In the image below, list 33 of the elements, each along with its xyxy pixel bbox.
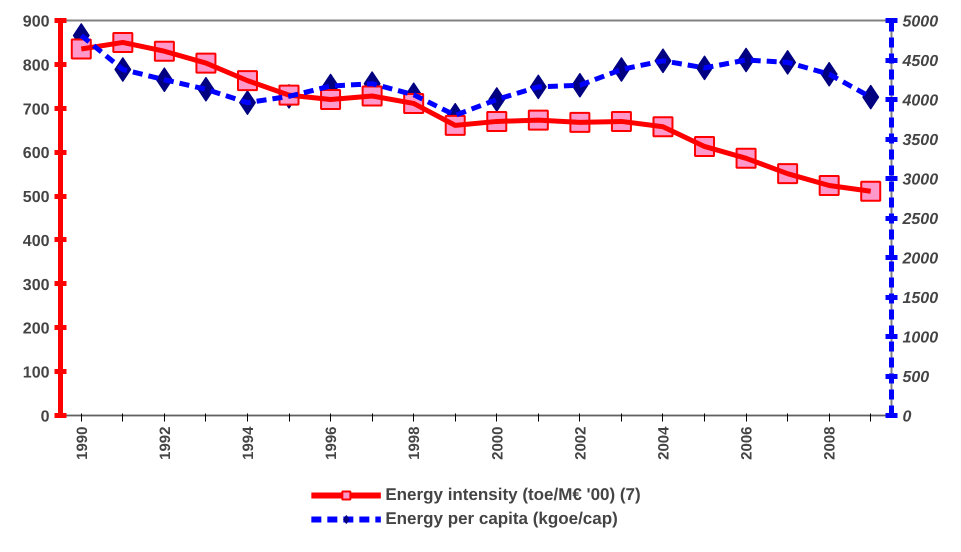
x-tick-label: 2002 — [572, 426, 590, 460]
y-tick-label: 0 — [40, 408, 50, 426]
y2-tick-label: 4000 — [902, 92, 938, 110]
y2-tick-label: 3000 — [902, 172, 938, 188]
y-tick-label: 400 — [22, 232, 50, 250]
y2-tick-label: 5000 — [902, 14, 938, 30]
x-tick-label: 2008 — [822, 426, 839, 460]
x-tick-label: 1998 — [406, 426, 424, 460]
y-tick-label: 300 — [22, 276, 50, 294]
y2-tick-label: 2000 — [902, 250, 938, 268]
x-tick-label: 2000 — [489, 426, 506, 460]
x-tick-label: 1994 — [240, 426, 257, 460]
y2-tick-label: 1500 — [902, 290, 938, 307]
y2-tick-label: 2500 — [902, 211, 938, 228]
y-tick-label: 200 — [22, 320, 50, 338]
y2-tick-label: 1000 — [902, 330, 938, 346]
y-tick-label: 500 — [22, 189, 50, 206]
y2-tick-label: 3500 — [902, 132, 938, 149]
y-tick-label: 900 — [22, 14, 50, 30]
y-tick-label: 800 — [22, 57, 50, 74]
x-tick-label: 1990 — [74, 426, 91, 460]
y2-tick-label: 500 — [902, 369, 930, 386]
y-tick-label: 700 — [22, 101, 50, 118]
y-tick-label: 600 — [22, 145, 50, 162]
y2-tick-label: 0 — [902, 408, 912, 426]
legend-label: Energy intensity (toe/M€ '00) (7) — [385, 485, 641, 505]
x-tick-label: 1992 — [156, 426, 174, 460]
x-tick-label: 2004 — [655, 426, 672, 460]
y2-tick-label: 4500 — [902, 53, 938, 70]
legend-label: Energy per capita (kgoe/cap) — [385, 509, 618, 529]
y-tick-label: 100 — [22, 364, 50, 382]
x-tick-label: 1996 — [323, 426, 340, 460]
x-tick-label: 2006 — [738, 426, 756, 460]
